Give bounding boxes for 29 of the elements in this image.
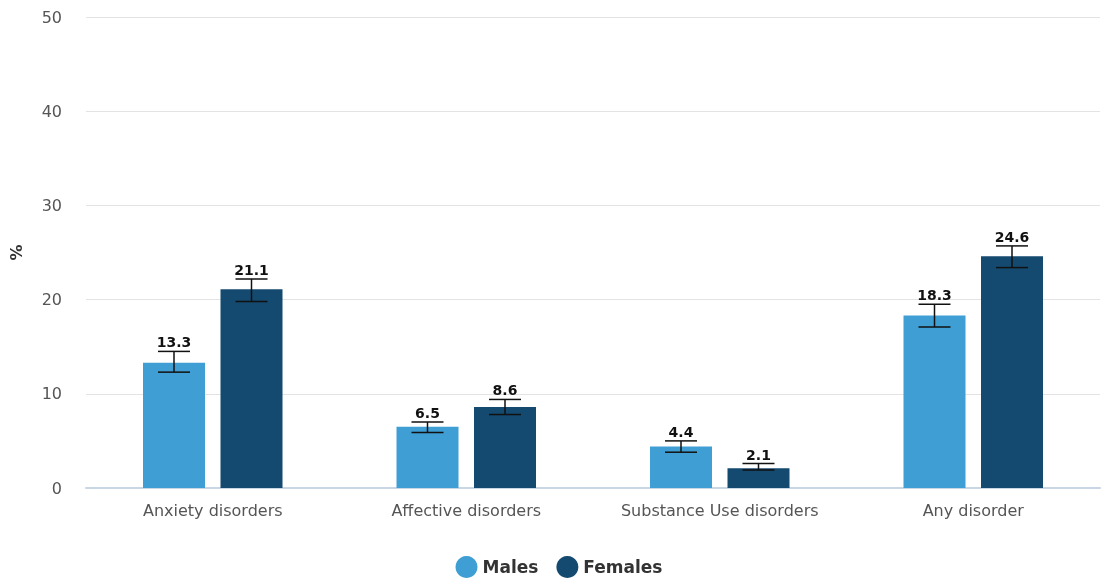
data-label: 21.1 bbox=[234, 261, 269, 278]
bar bbox=[650, 446, 712, 488]
data-label: 13.3 bbox=[156, 334, 192, 351]
y-tick-label: 20 bbox=[41, 290, 62, 310]
y-tick-label: 30 bbox=[41, 195, 62, 215]
bar bbox=[220, 289, 283, 488]
y-tick-label: 10 bbox=[41, 384, 62, 404]
data-label: 6.5 bbox=[415, 405, 440, 422]
bar bbox=[474, 406, 536, 488]
x-tick-label: Substance Use disorders bbox=[620, 500, 819, 520]
legend-label: Females bbox=[583, 557, 663, 577]
y-axis-title: % bbox=[6, 244, 26, 261]
x-tick-label: Any disorder bbox=[922, 500, 1025, 520]
y-tick-label: 50 bbox=[41, 7, 62, 27]
data-label: 24.6 bbox=[994, 228, 1030, 245]
bar bbox=[396, 426, 459, 488]
data-label: 2.1 bbox=[746, 446, 771, 463]
y-tick-label: 0 bbox=[51, 478, 62, 498]
bar bbox=[727, 468, 790, 488]
y-tick-label: 40 bbox=[41, 101, 62, 121]
bar bbox=[903, 315, 966, 488]
data-label: 8.6 bbox=[492, 382, 518, 399]
data-label: 4.4 bbox=[668, 423, 694, 440]
x-tick-label: Affective disorders bbox=[391, 500, 542, 520]
x-tick-label: Anxiety disorders bbox=[142, 500, 283, 520]
data-label: 18.3 bbox=[917, 287, 952, 304]
legend-label: Males bbox=[482, 557, 539, 577]
bar bbox=[143, 362, 205, 488]
bar bbox=[981, 256, 1043, 488]
